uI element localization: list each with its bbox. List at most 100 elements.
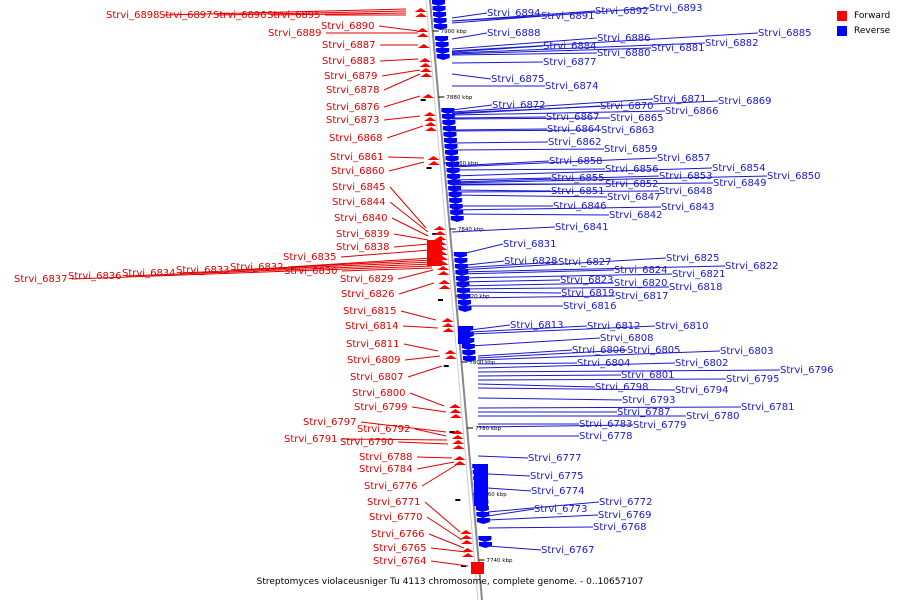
forward-gene-feature [427,161,440,165]
legend-forward: Forward [837,8,890,23]
forward-gene-label: Strvi_6876 [326,102,380,113]
forward-leader-line [389,201,429,233]
forward-gene-feature [441,323,454,327]
scale-label: 7760 kbp [481,492,507,498]
reverse-gene-label: Strvi_6767 [541,545,595,556]
legend-reverse: Reverse [837,23,890,38]
forward-gene-label: Strvi_6883 [322,56,376,67]
forward-gene-feature [451,430,464,434]
legend: Forward Reverse [837,8,890,38]
reverse-gene-label: Strvi_6773 [534,504,588,515]
forward-leader-line [428,533,465,549]
reverse-gene-feature [462,356,476,362]
forward-gene-feature [438,280,451,284]
reverse-leader-line [457,257,667,271]
reverse-gene-label: Strvi_6859 [604,144,658,155]
reverse-gene-feature [478,542,492,548]
forward-gene-label: Strvi_6790 [340,437,394,448]
reverse-leader-line [451,129,602,132]
reverse-gene-label: Strvi_6880 [597,48,651,59]
forward-gene-feature [416,33,429,37]
forward-leader-line [411,406,447,413]
forward-leader-line [340,249,431,258]
reverse-leader-line [451,189,552,192]
forward-gene-label: Strvi_6890 [321,21,375,32]
forward-gene-feature [442,328,455,332]
reverse-gene-label: Strvi_6877 [543,57,597,68]
forward-gene-feature [424,117,437,121]
reverse-gene-label: Strvi_6869 [718,96,772,107]
forward-gene-label: Strvi_6800 [352,388,406,399]
reverse-gene-feature [432,0,445,6]
reverse-gene-feature [444,144,458,150]
forward-swatch [837,10,847,21]
reverse-gene-label: Strvi_6808 [600,333,654,344]
scale-label: 7780 kbp [475,426,501,432]
reverse-gene-label: Strvi_6894 [487,8,541,19]
reverse-leader-line [457,279,561,283]
forward-gene-feature [438,285,451,289]
forward-gene-label: Strvi_6837 [14,274,68,285]
forward-gene-label: Strvi_6887 [322,40,376,51]
reverse-leader-line [487,501,600,513]
reverse-leader-line [477,406,742,409]
reverse-gene-label: Strvi_6847 [607,192,661,203]
reverse-gene-feature [445,156,459,162]
reverse-leader-line [477,374,622,377]
forward-gene-feature [453,456,466,460]
reverse-leader-line [451,98,654,113]
reverse-leader-line [477,349,573,357]
reverse-leader-line [451,110,666,116]
forward-leader-line [71,265,433,280]
forward-leader-line [179,261,433,274]
reverse-gene-label: Strvi_6816 [563,301,617,312]
reverse-leader-line [477,387,676,391]
forward-gene-feature [452,445,465,449]
reverse-gene-label: Strvi_6867 [546,112,600,123]
forward-leader-line [389,186,427,229]
forward-gene-label: Strvi_6889 [268,28,322,39]
reverse-leader-line [457,265,726,273]
reverse-gene-feature [442,120,456,126]
forward-leader-line [398,282,435,295]
reverse-gene-label: Strvi_6768 [593,522,647,533]
reverse-leader-line [451,61,544,64]
forward-gene-feature [453,461,466,465]
scale-label: 7900 kbp [441,29,467,35]
forward-gene-label: Strvi_6873 [326,115,380,126]
forward-gene-feature [452,440,465,444]
reverse-gene-feature [434,24,448,30]
marker-dash [438,299,443,301]
reverse-leader-line [457,243,504,256]
reverse-gene-label: Strvi_6893 [649,3,703,14]
reverse-leader-line [451,175,768,184]
reverse-leader-line [477,397,623,401]
marker-dash [443,365,449,367]
reverse-gene-label: Strvi_6796 [780,365,834,376]
reverse-leader-line [457,286,670,290]
reverse-gene-label: Strvi_6862 [548,137,602,148]
forward-leader-line [416,461,455,470]
reverse-leader-line [451,32,759,52]
forward-gene-label: Strvi_6766 [371,529,425,540]
forward-gene-feature [461,553,474,557]
reverse-gene-feature [475,506,489,512]
reverse-leader-line [487,487,532,492]
forward-leader-line [416,456,453,459]
reverse-gene-feature [443,132,457,138]
forward-gene-label: Strvi_6791 [284,434,338,445]
forward-leader-line [393,233,429,241]
forward-gene-label: Strvi_6776 [364,481,418,492]
reverse-leader-line [451,73,492,80]
reverse-gene-feature [454,258,468,264]
forward-gene-feature [433,226,446,230]
reverse-gene-label: Strvi_6769 [598,510,652,521]
forward-leader-line [393,243,429,248]
forward-leader-line [430,560,469,567]
forward-gene-label: Strvi_6797 [303,417,357,428]
forward-gene-label: Strvi_6897 [159,10,213,21]
forward-gene-feature [419,58,432,62]
forward-leader-line [216,10,407,16]
forward-leader-line [421,463,459,487]
forward-leader-line [407,365,443,378]
